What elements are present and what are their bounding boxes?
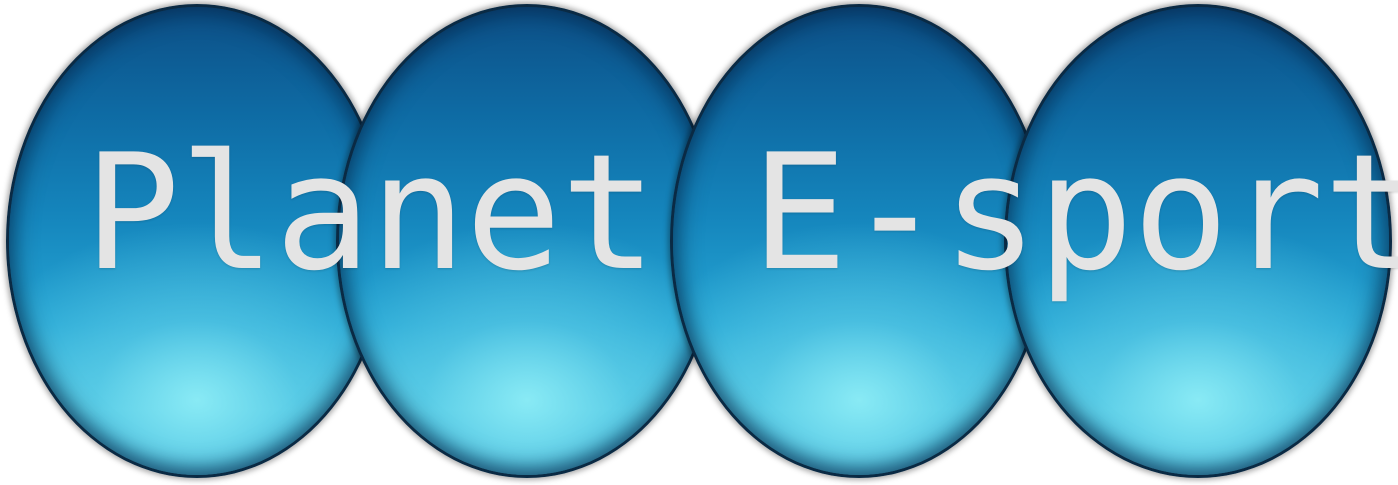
planet-orb-3 [670,4,1048,478]
logo-title: Planet E-sports [84,119,1398,306]
planet-orb-2 [336,4,718,478]
planet-orb-4 [1004,4,1392,478]
planet-orb-1 [6,4,388,478]
